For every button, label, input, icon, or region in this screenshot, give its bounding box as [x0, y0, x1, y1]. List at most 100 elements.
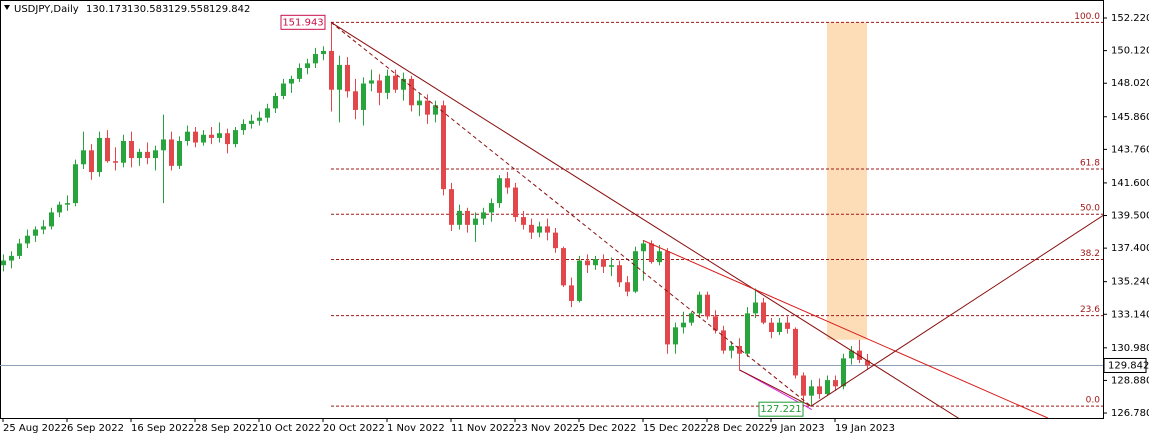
- fib-level-label: 23.6: [1080, 305, 1100, 315]
- candle-body: [1, 260, 6, 266]
- candle-body: [145, 151, 150, 159]
- candle-body: [33, 229, 38, 236]
- y-tick-label: 152.220: [1111, 13, 1149, 24]
- candle-body: [489, 203, 494, 213]
- candle-body: [417, 100, 422, 106]
- candle-body: [705, 294, 710, 317]
- candle-body: [193, 131, 198, 143]
- candle-body: [241, 123, 246, 131]
- candle-body: [97, 137, 102, 173]
- candle-body: [393, 75, 398, 90]
- candle-body: [633, 251, 638, 292]
- candle-body: [321, 50, 326, 55]
- y-tick-label: 143.760: [1111, 144, 1149, 155]
- candle-body: [161, 139, 166, 151]
- candle-body: [385, 75, 390, 93]
- candle-body: [209, 134, 214, 138]
- candle-body: [441, 105, 446, 190]
- x-tick-label: 1 Nov 2022: [387, 423, 445, 434]
- candle-body: [361, 83, 366, 110]
- candle-body: [801, 375, 806, 396]
- candle-body: [537, 226, 542, 233]
- candle-body: [513, 187, 518, 218]
- trend-line: [330, 21, 960, 418]
- candle-body: [593, 258, 598, 266]
- header: USDJPY,Daily 130.173 130.583 129.558 129…: [4, 4, 250, 15]
- candle-body: [577, 260, 582, 301]
- candle-body: [217, 133, 222, 138]
- candle-body: [329, 50, 334, 90]
- candle-body: [465, 210, 470, 225]
- fib-level-label: 0.0: [1086, 396, 1101, 406]
- high-label-text: 151.943: [282, 17, 323, 28]
- open-value: 130.173: [86, 4, 127, 15]
- candle-body: [369, 80, 374, 84]
- fib-level-label: 50.0: [1080, 204, 1100, 214]
- candle-body: [833, 380, 838, 387]
- trend-line: [330, 21, 812, 407]
- candle-body: [529, 224, 534, 233]
- y-tick-label: 137.400: [1111, 243, 1149, 254]
- candle-body: [105, 137, 110, 162]
- candle-body: [433, 105, 438, 115]
- candle-body: [73, 164, 78, 204]
- candle-body: [337, 64, 342, 90]
- price-box: [1103, 357, 1147, 373]
- x-tick-label: 25 Aug 2022: [3, 423, 67, 434]
- candle-body: [793, 328, 798, 376]
- candle-body: [401, 78, 406, 90]
- candle-body: [113, 161, 118, 163]
- candle-body: [153, 150, 158, 159]
- candle-body: [89, 150, 94, 173]
- candle-body: [665, 251, 670, 345]
- candle-body: [57, 204, 62, 213]
- candle-body: [761, 302, 766, 323]
- candle-body: [713, 316, 718, 331]
- y-tick-label: 130.980: [1111, 343, 1149, 354]
- candle-body: [609, 265, 614, 267]
- candle-body: [65, 203, 70, 205]
- plot-frame: [0, 0, 1104, 419]
- candle-body: [257, 117, 262, 121]
- candle-body: [561, 248, 566, 286]
- candle-body: [265, 108, 270, 118]
- x-tick-label: 23 Nov 2022: [515, 423, 579, 434]
- candle-body: [849, 350, 854, 359]
- candle-body: [553, 232, 558, 249]
- symbol: USDJPY,Daily: [14, 4, 79, 15]
- trend-line: [642, 239, 1049, 418]
- candle-body: [233, 130, 238, 145]
- x-tick-label: 9 Jan 2023: [771, 423, 825, 434]
- candle-body: [521, 217, 526, 225]
- candle-body: [825, 380, 830, 395]
- candle-body: [809, 386, 814, 396]
- candle-body: [201, 134, 206, 143]
- y-tick-label: 150.120: [1111, 46, 1149, 57]
- candle-body: [305, 63, 310, 69]
- candle-body: [49, 212, 54, 227]
- candle-body: [225, 133, 230, 145]
- x-tick-label: 19 Jan 2023: [835, 423, 895, 434]
- candle-body: [721, 330, 726, 351]
- menu-triangle[interactable]: [4, 5, 10, 10]
- candle-body: [185, 131, 190, 141]
- candle-body: [777, 322, 782, 332]
- candle-body: [25, 235, 30, 244]
- candle-body: [249, 120, 254, 124]
- candle-body: [569, 285, 574, 301]
- candle-body: [769, 322, 774, 332]
- candle-body: [169, 139, 174, 166]
- candle-body: [81, 150, 86, 165]
- candle-body: [481, 212, 486, 219]
- candle-body: [681, 322, 686, 328]
- low-label: 127.221: [758, 401, 804, 417]
- candle-body: [273, 95, 278, 109]
- candle-body: [753, 302, 758, 314]
- y-tick-label: 133.140: [1111, 309, 1149, 320]
- fib-level-label: 61.8: [1080, 158, 1100, 168]
- candle-body: [585, 260, 590, 266]
- highlight-zone: [827, 22, 867, 340]
- candle-body: [121, 140, 126, 163]
- candle-body: [673, 327, 678, 345]
- candle-body: [345, 64, 350, 92]
